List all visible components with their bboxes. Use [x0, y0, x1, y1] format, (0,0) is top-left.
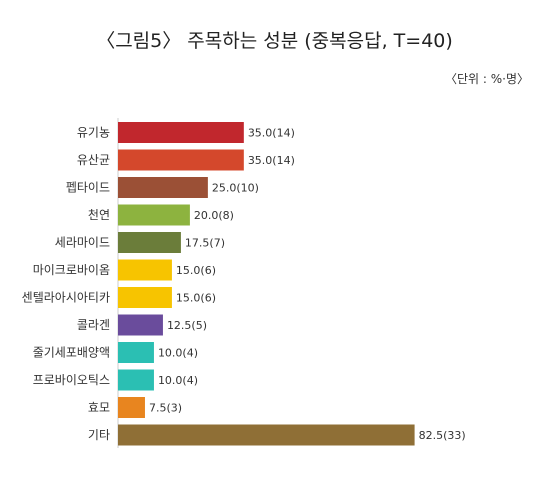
category-label: 프로바이오틱스	[33, 373, 110, 387]
category-label: 유산균	[77, 153, 110, 167]
category-label: 센텔라아시아티카	[22, 291, 110, 305]
data-label: 15.0(6)	[176, 264, 216, 277]
bar	[118, 122, 244, 143]
category-label: 천연	[88, 207, 110, 222]
data-label: 20.0(8)	[194, 209, 234, 222]
chart-title: 〈그림5〉 주목하는 성분 (중복응답, T=40)	[96, 30, 453, 52]
bar	[118, 314, 163, 336]
bar	[118, 342, 154, 363]
data-label: 10.0(4)	[158, 347, 198, 360]
bar	[118, 232, 181, 253]
data-label: 10.0(4)	[158, 374, 198, 387]
bar	[118, 149, 244, 171]
bar	[118, 204, 190, 226]
category-label: 마이크로바이옴	[33, 263, 110, 277]
bar	[118, 177, 208, 198]
category-label: 콜라겐	[77, 318, 110, 332]
data-label: 12.5(5)	[167, 319, 207, 332]
category-label: 줄기세포배양액	[33, 346, 110, 360]
data-label: 35.0(14)	[248, 127, 295, 140]
bar	[118, 259, 172, 281]
data-label: 82.5(33)	[419, 429, 466, 442]
category-label: 유기농	[77, 126, 110, 140]
data-label: 17.5(7)	[185, 237, 225, 250]
data-label: 15.0(6)	[176, 292, 216, 305]
bar	[118, 287, 172, 308]
category-label: 세라마이드	[55, 236, 110, 250]
category-label: 효모	[88, 401, 110, 415]
data-label: 35.0(14)	[248, 154, 295, 167]
data-label: 25.0(10)	[212, 182, 259, 195]
bar	[118, 369, 154, 391]
data-label: 7.5(3)	[149, 402, 182, 415]
bar	[118, 397, 145, 418]
category-label: 기타	[88, 428, 110, 442]
bar	[118, 424, 415, 446]
category-label: 펩타이드	[66, 181, 110, 195]
unit-note: 〈단위 : %·명〉	[444, 72, 529, 86]
